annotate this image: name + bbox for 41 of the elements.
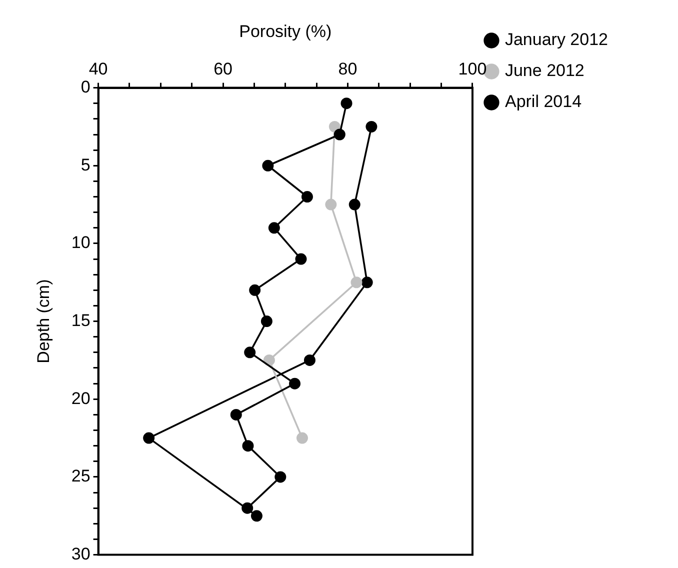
point xyxy=(249,284,261,296)
point xyxy=(289,378,300,390)
x-tick-label: 80 xyxy=(338,59,358,78)
y-tick-label: 0 xyxy=(80,77,90,96)
point xyxy=(242,440,254,452)
point xyxy=(230,408,242,420)
point xyxy=(274,471,286,483)
x-axis-title: Porosity (%) xyxy=(239,22,332,41)
point xyxy=(348,198,360,210)
y-axis-title: Depth (cm) xyxy=(34,279,53,364)
point xyxy=(143,432,155,444)
legend-label: June 2012 xyxy=(504,61,584,80)
y-tick-label: 30 xyxy=(71,544,90,564)
point xyxy=(250,510,262,522)
point xyxy=(334,128,346,140)
x-tick-label: 40 xyxy=(88,59,108,78)
legend-label: April 2014 xyxy=(504,92,582,112)
y-tick-label: 10 xyxy=(71,233,90,252)
y-tick-label: 15 xyxy=(71,310,90,330)
legend-label: January 2012 xyxy=(504,30,608,50)
x-tick-label: 60 xyxy=(214,59,232,78)
point xyxy=(262,160,274,172)
point xyxy=(361,276,373,288)
point xyxy=(340,98,352,110)
x-tick-label: 100 xyxy=(458,59,487,78)
point xyxy=(268,222,280,234)
y-tick-label: 25 xyxy=(71,466,90,486)
point xyxy=(242,502,254,514)
point xyxy=(366,120,378,132)
point xyxy=(325,198,337,210)
point xyxy=(260,316,272,328)
point xyxy=(295,253,307,265)
point xyxy=(263,354,275,366)
y-tick-label: 20 xyxy=(71,388,90,408)
point xyxy=(301,191,313,203)
point xyxy=(350,276,362,288)
point xyxy=(296,432,308,444)
point xyxy=(328,120,340,132)
y-tick-label: 5 xyxy=(80,155,90,174)
point xyxy=(304,354,316,366)
point xyxy=(244,346,256,358)
